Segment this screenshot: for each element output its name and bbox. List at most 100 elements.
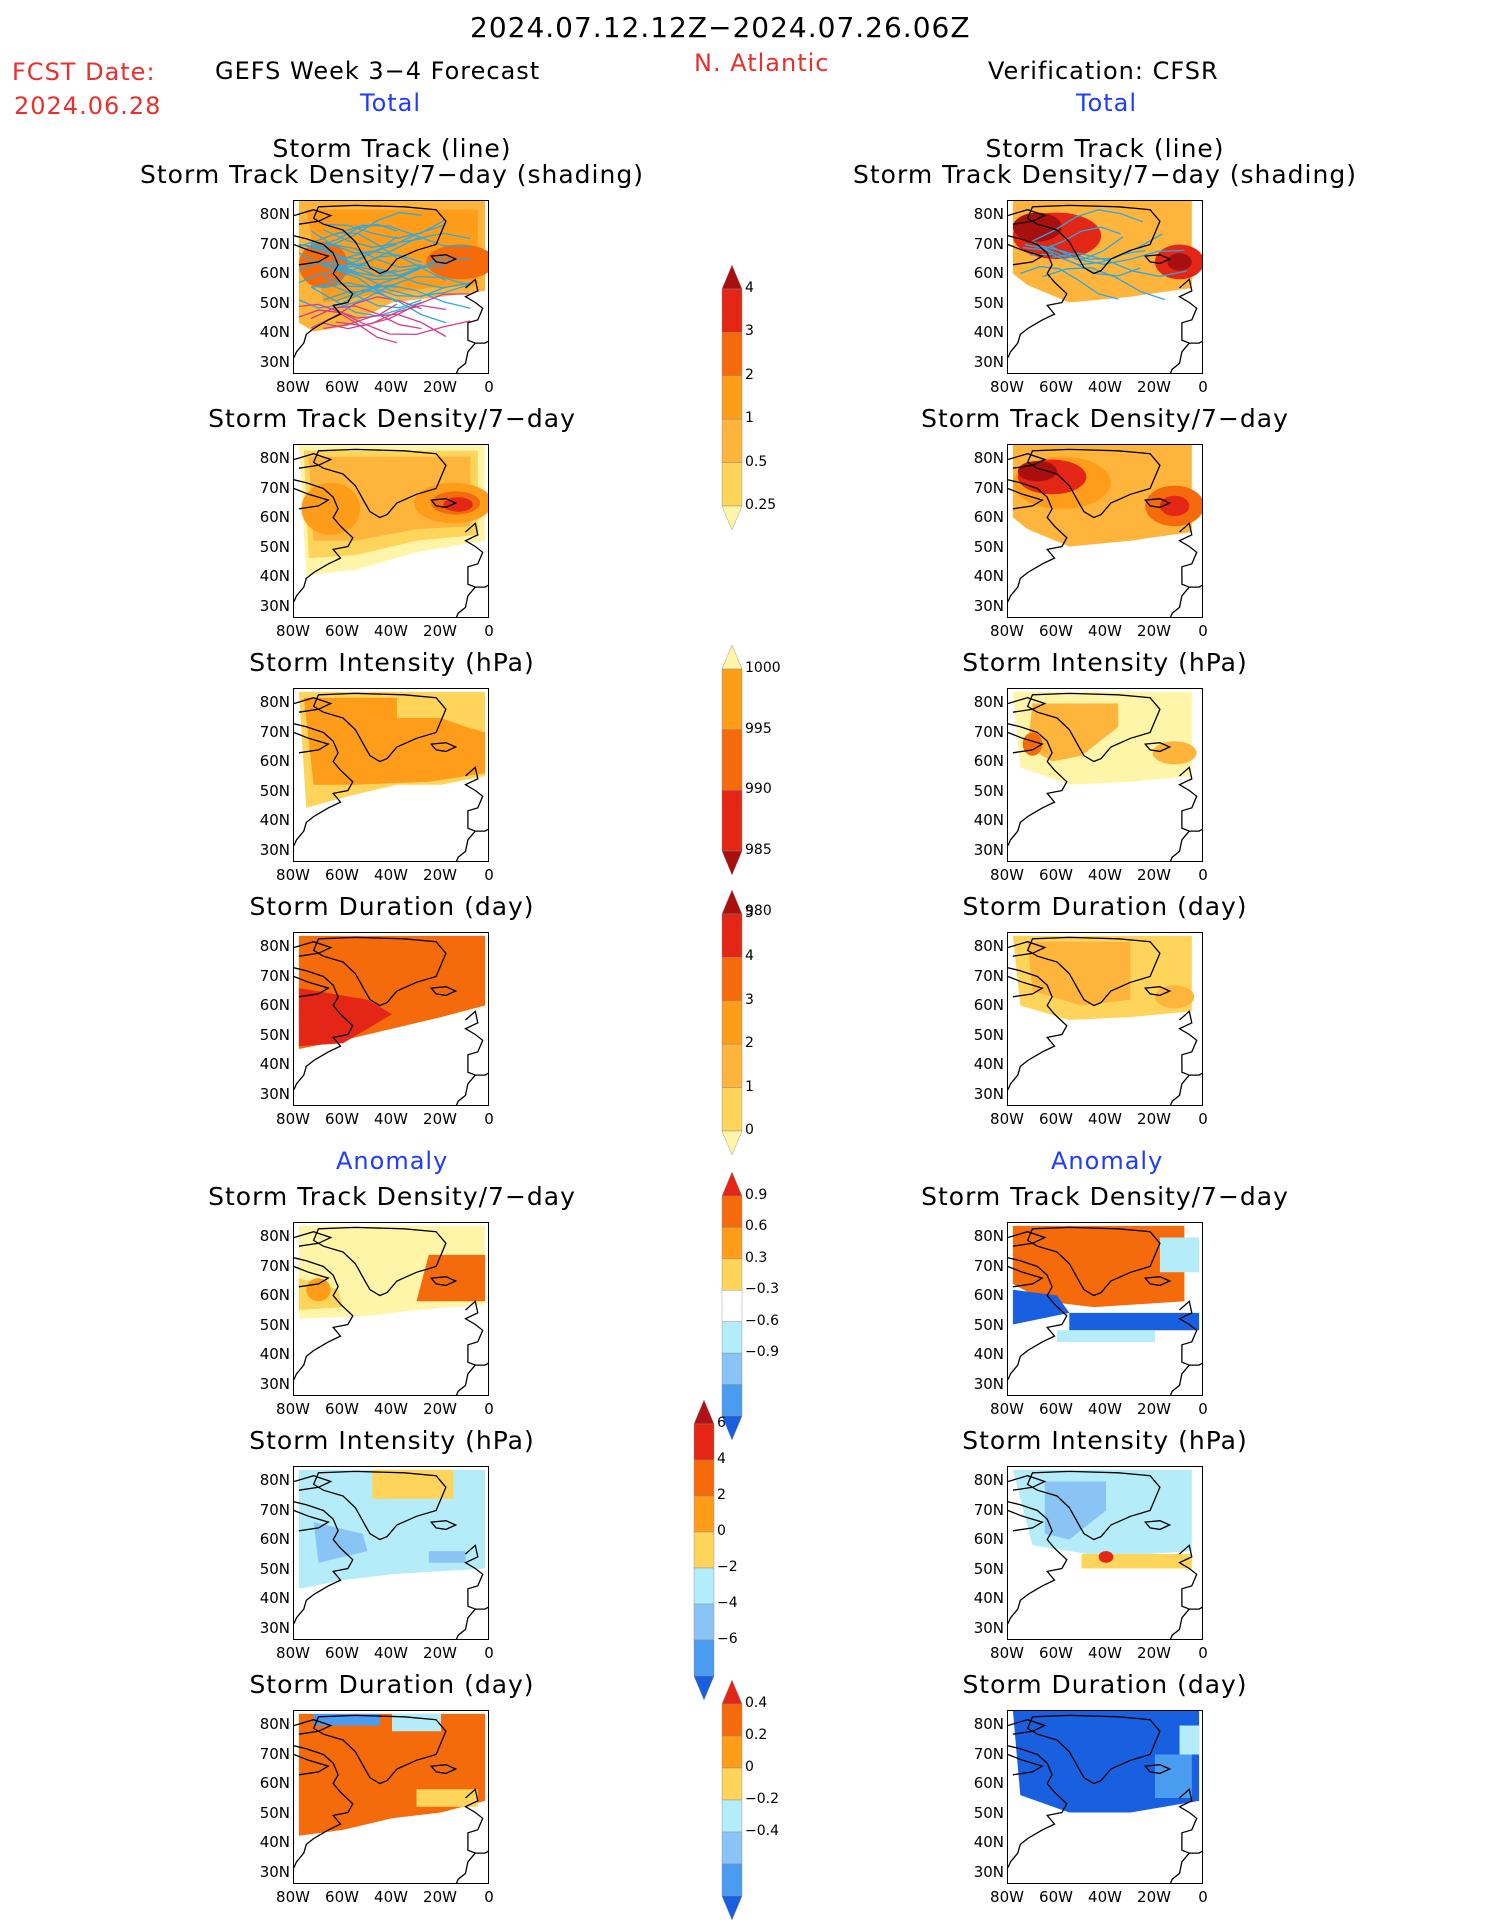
coastline: [464, 1788, 488, 1854]
colorbar-label: −0.4: [745, 1823, 779, 1839]
lon-tick-label: 80W: [990, 622, 1024, 640]
colorbar-swatch: [721, 1415, 743, 1440]
lon-tick-label: 80W: [276, 1400, 310, 1418]
coastline: [1143, 1764, 1172, 1775]
colorbar-label: 1: [745, 410, 754, 427]
total-label-right: Total: [1076, 89, 1138, 117]
coastline: [294, 479, 354, 602]
coastline: [1169, 830, 1190, 861]
colorbar-label: 980: [745, 902, 772, 919]
date-range: 2024.07.12.12Z−2024.07.26.06Z: [470, 11, 971, 44]
coastline: [294, 723, 354, 846]
shading-region: [1155, 1754, 1192, 1798]
colorbar-label: −2: [717, 1559, 738, 1575]
lon-tick-label: 40W: [1088, 1644, 1122, 1662]
shading-region: [1152, 741, 1197, 765]
coastline: [1169, 1852, 1190, 1883]
shading-region: [1069, 1312, 1200, 1331]
lon-tick-label: 80W: [990, 378, 1024, 396]
lon-tick-label: 40W: [374, 1644, 408, 1662]
storm-track-line: [298, 261, 398, 277]
panel-title: Storm Track (line): [272, 134, 512, 163]
colorbar-swatch: [721, 1767, 743, 1801]
lon-tick-label: 0: [1198, 1888, 1208, 1906]
colorbar-swatch: [721, 1130, 743, 1155]
map-canvas: [1008, 445, 1202, 617]
coastline: [455, 1074, 476, 1105]
storm-track-line: [335, 264, 471, 289]
panel-title: Storm Duration (day): [249, 892, 535, 921]
lon-tick-label: 20W: [423, 1110, 457, 1128]
colorbar-swatch: [721, 505, 743, 530]
coastline: [1008, 697, 1047, 713]
coastline: [429, 498, 458, 509]
lat-tick-label: 30N: [973, 596, 1004, 615]
lon-tick-label: 80W: [990, 1110, 1024, 1128]
lat-tick-label: 50N: [259, 1559, 290, 1578]
lon-tick-label: 20W: [423, 622, 457, 640]
total-label-left: Total: [360, 89, 422, 117]
shading-region: [1012, 212, 1062, 242]
map-duration_anom-forecast: [293, 1710, 489, 1884]
map-canvas: [294, 691, 488, 861]
colorbar-label: −6: [717, 1631, 738, 1647]
coastline: [1008, 243, 1044, 266]
lat-tick-label: 30N: [259, 1618, 290, 1637]
colorbar-intensity_total: [721, 645, 743, 875]
coastline: [312, 1714, 447, 1785]
coastline: [1143, 986, 1172, 997]
coastline: [464, 278, 488, 344]
lat-tick-label: 50N: [259, 781, 290, 800]
lat-tick-label: 50N: [259, 1025, 290, 1044]
shading-region: [1098, 1551, 1114, 1563]
lon-tick-label: 0: [484, 1400, 494, 1418]
lat-tick-label: 30N: [973, 1618, 1004, 1637]
coastline: [455, 1364, 476, 1395]
colorbar-swatch: [721, 890, 743, 915]
colorbar-swatch: [721, 1703, 743, 1737]
colorbar-label: −0.9: [745, 1344, 779, 1361]
colorbar-label: 0: [745, 1122, 754, 1138]
colorbar-swatch: [693, 1639, 715, 1677]
storm-track-line: [310, 243, 422, 277]
coastline: [294, 1745, 354, 1868]
coastline: [1143, 254, 1172, 265]
lat-tick-label: 50N: [973, 293, 1004, 312]
storm-track-line: [335, 275, 471, 309]
coastline: [429, 986, 458, 997]
coastline: [312, 448, 447, 519]
lat-tick-label: 30N: [973, 1862, 1004, 1881]
coastline: [1026, 692, 1161, 763]
lat-tick-label: 40N: [973, 1055, 1004, 1073]
coastline: [294, 487, 330, 510]
map-intensity-forecast: [293, 688, 489, 862]
lon-tick-label: 80W: [276, 622, 310, 640]
map-intensity-verification: [1007, 688, 1203, 862]
map-canvas: [1008, 1711, 1202, 1883]
colorbar-label: 4: [745, 280, 754, 296]
coastline: [1008, 1475, 1047, 1491]
colorbar-label: 0.9: [745, 1187, 768, 1203]
lat-tick-label: 30N: [259, 596, 290, 615]
coastline: [1008, 209, 1047, 225]
lon-tick-label: 60W: [325, 1110, 359, 1128]
storm-track-line: [1022, 226, 1121, 251]
colorbar-label: 0: [717, 1523, 726, 1539]
coastline: [1008, 235, 1068, 358]
panel-title: Storm Duration (day): [962, 1670, 1248, 1699]
colorbar-label: 995: [745, 720, 772, 737]
region-label: N. Atlantic: [694, 49, 830, 77]
colorbar-label: 2: [745, 1035, 754, 1052]
lon-tick-label: 80W: [276, 378, 310, 396]
lat-tick-label: 70N: [973, 478, 1004, 497]
colorbar-label: 0.6: [745, 1218, 768, 1235]
lat-tick-label: 80N: [259, 205, 290, 223]
lat-tick-label: 30N: [259, 352, 290, 371]
lon-tick-label: 20W: [423, 1888, 457, 1906]
coastline: [294, 1719, 333, 1735]
colorbar-swatch: [721, 1863, 743, 1897]
lon-tick-label: 80W: [990, 1644, 1024, 1662]
colorbar-label: 4: [745, 948, 754, 965]
shading-region: [1057, 1330, 1155, 1342]
shading-region: [298, 988, 392, 1047]
